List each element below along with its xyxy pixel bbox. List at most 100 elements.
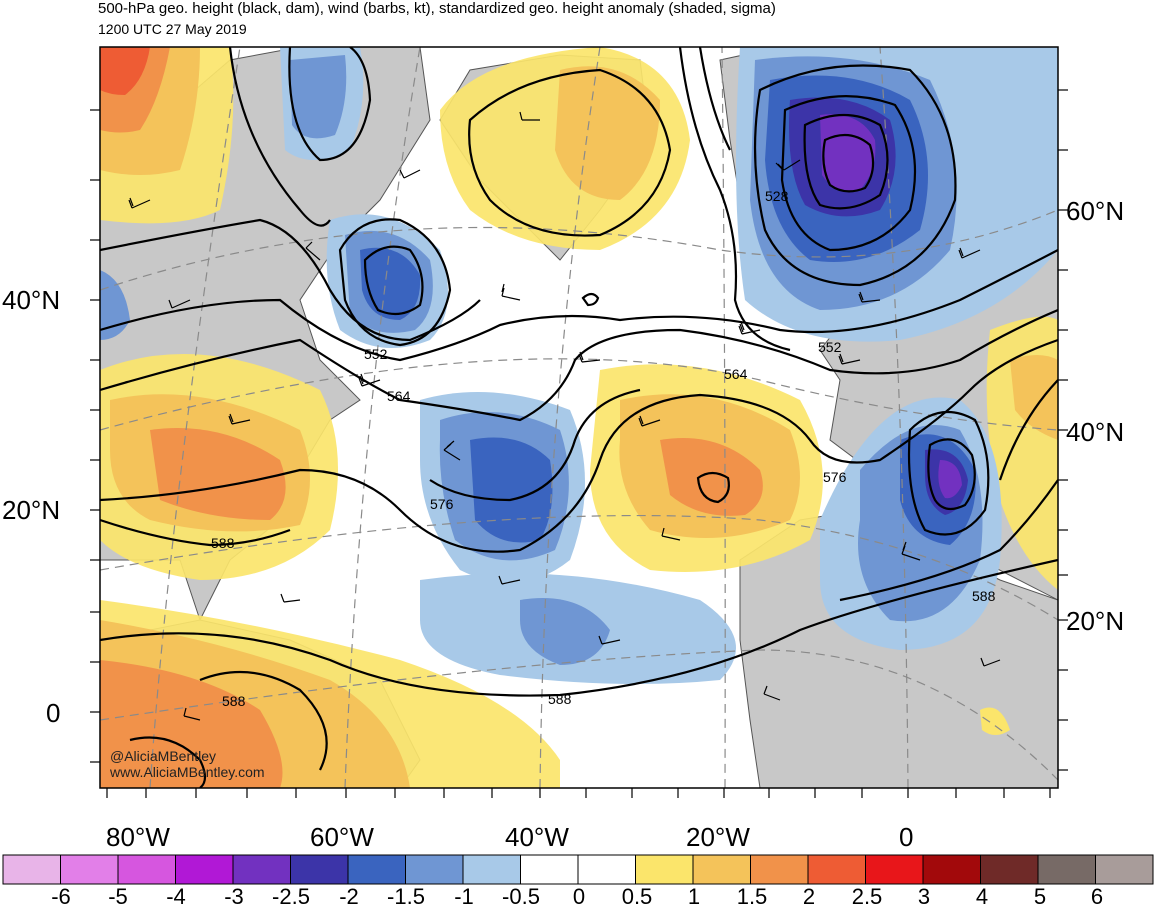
colorbar-swatch — [232, 854, 291, 885]
colorbar-swatch — [1095, 854, 1154, 885]
lat-label-right-20n: 20°N — [1066, 606, 1125, 636]
lat-label-left-0: 0 — [46, 698, 61, 728]
colorbar-label: -6 — [51, 884, 71, 909]
colorbar-label: -1.5 — [387, 884, 425, 909]
credit: @AliciaMBentley www.AliciaMBentley.com — [110, 748, 265, 780]
contour-small-loop — [581, 292, 600, 307]
contour-east-2 — [698, 47, 731, 151]
contour-label: 588 — [222, 693, 246, 709]
contour-label: 564 — [724, 366, 748, 382]
contour-label: 576 — [430, 496, 454, 512]
colorbar-label: 2.5 — [851, 884, 883, 909]
colorbar-swatch — [577, 854, 636, 885]
colorbar-label: 4 — [975, 884, 989, 909]
lat-label-left-40n: 40°N — [2, 285, 61, 315]
contour-552 — [100, 249, 1058, 362]
contour-iberia-low-2 — [927, 438, 976, 511]
map-title: 500-hPa geo. height (black, dam), wind (… — [98, 0, 776, 17]
lon-label-80w: 80°W — [106, 822, 170, 852]
colorbar-swatch — [635, 854, 694, 885]
colorbar-label: -5 — [108, 884, 128, 909]
colorbar-label: 0 — [572, 884, 586, 909]
contour-label: 552 — [818, 339, 842, 355]
colorbar-label: 5 — [1033, 884, 1047, 909]
lat-label-right-60n: 60°N — [1066, 196, 1125, 226]
anomaly-shading — [100, 47, 1058, 788]
colorbar-swatch — [60, 854, 119, 885]
colorbar-swatch — [117, 854, 176, 885]
map-frame — [99, 46, 1059, 789]
contour-label: 588 — [548, 691, 572, 707]
contour-se-lower — [839, 479, 1058, 602]
colorbar-swatch — [807, 854, 866, 885]
contour-iberia-low-1 — [907, 410, 990, 536]
lon-label-20w: 20°W — [686, 822, 750, 852]
contour-scand-low-1 — [753, 64, 957, 287]
height-contours — [100, 47, 1058, 788]
contour-se-africa — [998, 379, 1058, 481]
lon-label-0: 0 — [899, 822, 914, 852]
contour-labels: 528 552 552 564 564 576 576 588 588 588 … — [211, 188, 996, 709]
colorbar-label: 6 — [1090, 884, 1104, 909]
contour-west-nw — [228, 47, 331, 227]
graticule-lines — [100, 47, 1058, 788]
colorbar-label: -2 — [339, 884, 359, 909]
colorbar-label: 3 — [917, 884, 931, 909]
contour-greenland-high — [468, 68, 672, 237]
lon-label-40w: 40°W — [505, 822, 569, 852]
anomaly-negative-south-east — [980, 707, 1010, 735]
colorbar-swatch — [980, 854, 1039, 885]
colorbar-swatch — [1037, 854, 1096, 885]
colorbar-swatch — [462, 854, 521, 885]
lat-label-left-20n: 20°N — [2, 495, 61, 525]
contour-label: 564 — [387, 388, 411, 404]
colorbar-label: 2 — [802, 884, 816, 909]
wind-barbs — [128, 111, 1001, 721]
contour-labrador-low-outer — [338, 218, 452, 347]
colorbar-swatch — [750, 854, 809, 885]
contour-samerica-1 — [199, 670, 328, 771]
credit-website: www.AliciaMBentley.com — [110, 764, 265, 780]
contour-label: 528 — [765, 188, 789, 204]
colorbar-label: 0.5 — [621, 884, 653, 909]
contour-label: 588 — [972, 588, 996, 604]
contour-label: 588 — [211, 535, 235, 551]
lat-label-right-40n: 40°N — [1066, 417, 1125, 447]
valid-time: 1200 UTC 27 May 2019 — [98, 21, 247, 37]
contour-labrador-low-inner — [363, 245, 424, 316]
contour-east-ridge — [678, 47, 791, 352]
colorbar-label: -1 — [454, 884, 474, 909]
axis-ticks — [90, 89, 1068, 798]
contour-scand-low-4 — [822, 133, 875, 193]
colorbar-label: 1 — [687, 884, 701, 909]
lon-label-60w: 60°W — [310, 822, 374, 852]
colorbar-swatch — [290, 854, 349, 885]
colorbar-swatch — [865, 854, 924, 885]
colorbar — [2, 854, 1154, 885]
colorbar-swatch — [405, 854, 464, 885]
colorbar-label: -4 — [166, 884, 186, 909]
contour-scand-low-3 — [803, 113, 889, 210]
contour-588-caribbean — [100, 518, 291, 547]
colorbar-swatch — [175, 854, 234, 885]
colorbar-label: -2.5 — [272, 884, 310, 909]
contour-564 — [100, 308, 1058, 422]
colorbar-label: -0.5 — [502, 884, 540, 909]
contour-baffin — [288, 47, 372, 162]
colorbar-swatch — [692, 854, 751, 885]
contour-label: 552 — [364, 346, 388, 362]
credit-handle: @AliciaMBentley — [110, 748, 217, 764]
contour-576 — [100, 338, 1058, 553]
colorbar-swatch — [347, 854, 406, 885]
colorbar-swatch — [922, 854, 981, 885]
colorbar-label: -3 — [224, 884, 244, 909]
contour-samerica-2 — [129, 736, 207, 788]
contour-central-high — [696, 471, 730, 504]
contour-576-inner — [429, 388, 641, 502]
colorbar-swatch — [520, 854, 579, 885]
colorbar-swatch — [2, 854, 61, 885]
contour-588-south — [100, 558, 1058, 697]
colorbar-label: 1.5 — [736, 884, 768, 909]
